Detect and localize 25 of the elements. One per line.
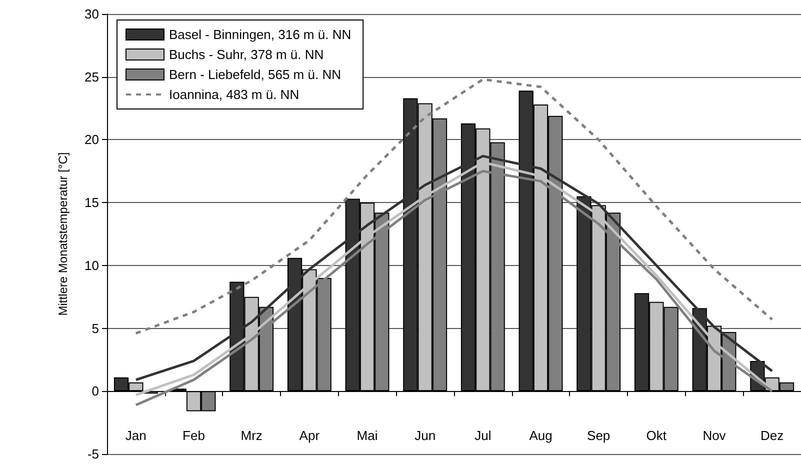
y-tick-label: 15	[84, 195, 99, 210]
x-tick-label: Dez	[760, 428, 784, 443]
y-tick-label: 30	[84, 6, 99, 22]
legend-label: Basel - Binningen, 316 m ü. NN	[169, 27, 352, 42]
y-tick-label: 25	[84, 69, 99, 84]
legend-label: Ioannina, 483 m ü. NN	[169, 87, 300, 102]
x-tick-label: Sep	[587, 428, 610, 443]
x-tick-label: Nov	[702, 428, 726, 443]
y-tick-label: 0	[92, 384, 99, 399]
y-axis-title: Mittlere Monatstemperatur [°C]	[56, 152, 70, 316]
x-tick-label: Mrz	[240, 428, 262, 443]
legend-label: Buchs - Suhr, 378 m ü. NN	[169, 47, 324, 62]
y-tick-label: -5	[87, 446, 99, 462]
x-tick-label: Aug	[529, 428, 552, 443]
x-tick-label: Jun	[414, 428, 436, 443]
x-tick-label: Jul	[474, 428, 492, 443]
x-tick-label: Okt	[646, 428, 667, 443]
x-tick-label: Mai	[356, 428, 378, 443]
y-tick-label: 5	[92, 320, 99, 336]
x-tick-label: Apr	[299, 428, 320, 443]
x-tick-label: Feb	[182, 428, 205, 443]
y-tick-label: 20	[84, 132, 99, 148]
y-tick-label: 10	[84, 258, 99, 273]
legend-label: Bern - Liebefeld, 565 m ü. NN	[169, 67, 341, 82]
x-tick-label: Jan	[125, 428, 146, 443]
